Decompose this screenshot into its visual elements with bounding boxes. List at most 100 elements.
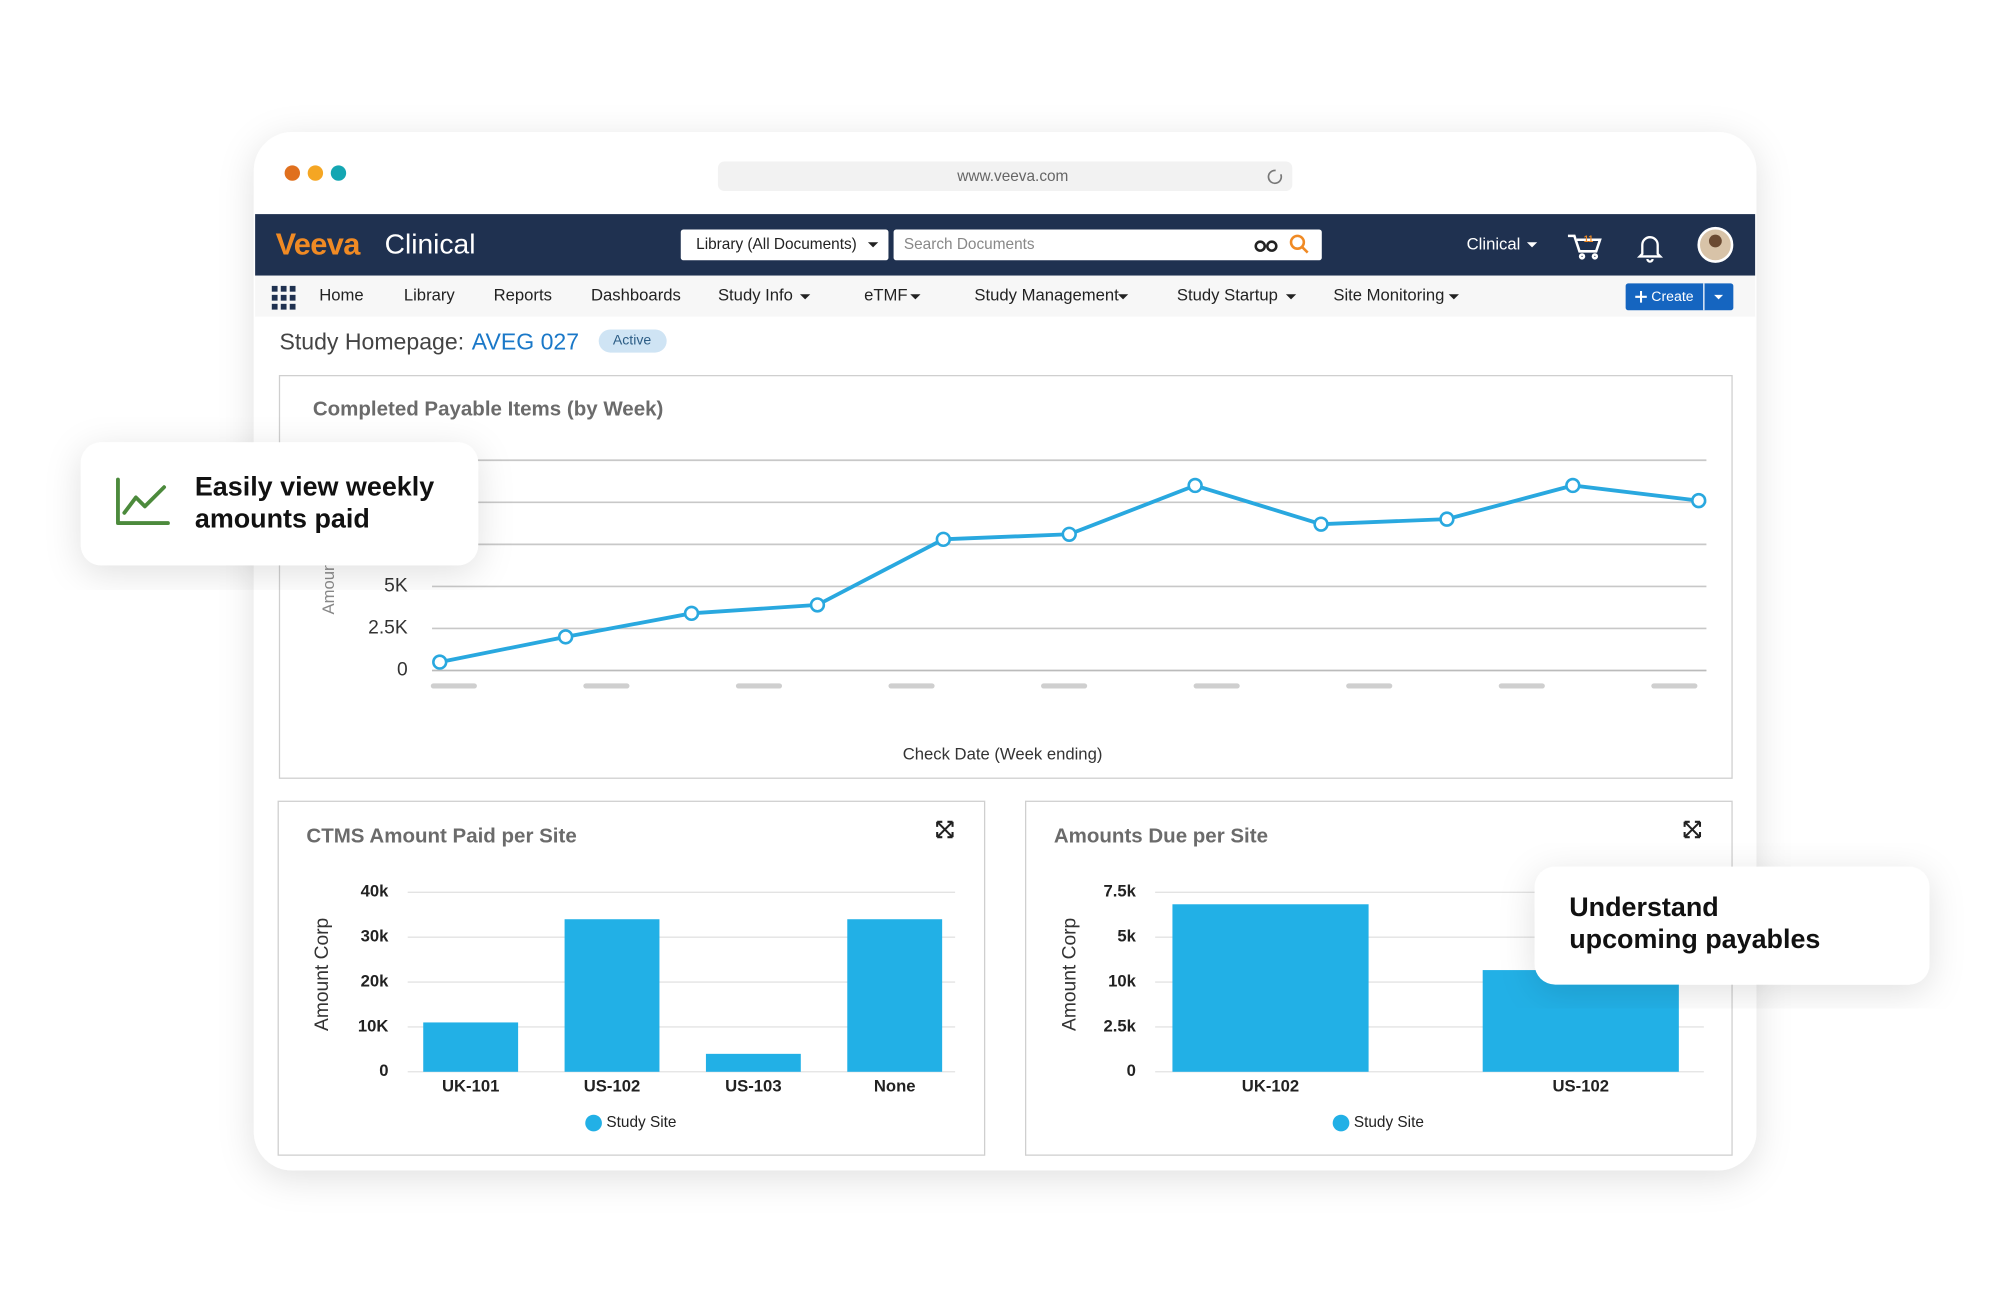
line-point	[1187, 477, 1203, 494]
line-point	[557, 629, 574, 645]
nav-item[interactable]: Study Management	[974, 286, 1119, 305]
y-tick-label: 0	[379, 1061, 388, 1080]
grid-dot	[280, 285, 287, 292]
x-tick-label: US-102	[1553, 1077, 1609, 1096]
legend-label: Study Site	[606, 1114, 676, 1131]
page-title: Study Homepage:	[279, 329, 464, 355]
x-axis-label: Check Date (Week ending)	[903, 745, 1103, 764]
x-tick-label: None	[874, 1077, 916, 1096]
bar	[705, 1053, 801, 1072]
nav-item[interactable]: Home	[319, 286, 363, 305]
grid-dot	[271, 294, 278, 301]
nav-item[interactable]: Reports	[494, 286, 552, 305]
bell-icon[interactable]	[1636, 236, 1664, 263]
y-tick-label: 0	[1127, 1061, 1136, 1080]
y-axis-label: Amount Corp	[312, 918, 333, 1031]
caret	[1285, 294, 1297, 300]
nav-item[interactable]: Study Info	[718, 286, 793, 305]
line-point	[1691, 492, 1707, 509]
bar	[847, 919, 943, 1072]
x-label-placeholder	[1193, 683, 1240, 689]
binoculars-icon[interactable]	[1254, 240, 1278, 252]
line-point	[1439, 511, 1455, 527]
x-label-placeholder	[1498, 683, 1545, 689]
callout-text: Understand	[1569, 892, 1719, 922]
status: Active	[613, 332, 652, 348]
avatar-face	[1708, 234, 1722, 248]
create-button[interactable]	[1625, 283, 1734, 311]
line-point	[1565, 477, 1581, 494]
nav-item[interactable]: Study Startup	[1177, 286, 1278, 305]
caret	[1117, 294, 1129, 300]
line-point	[683, 605, 700, 622]
create-label: Create	[1651, 288, 1693, 304]
line-point	[809, 597, 826, 613]
x-label-placeholder	[1346, 683, 1393, 689]
callout-text: amounts paid	[195, 504, 370, 534]
callout-text: Easily view weekly	[195, 472, 434, 502]
window-dot	[284, 165, 300, 181]
y-tick-label: 10k	[1108, 971, 1137, 990]
apps-icon[interactable]	[271, 285, 296, 310]
y-tick-label: 5K	[384, 575, 408, 596]
expand-icon[interactable]	[936, 820, 954, 839]
y-tick-label: 30k	[361, 927, 390, 946]
callout-card	[80, 442, 479, 566]
logo-brand: Veeva	[276, 226, 362, 261]
search-input[interactable]	[893, 229, 1322, 261]
callout-card	[1534, 866, 1930, 985]
grid-dot	[280, 294, 287, 301]
caret	[1526, 242, 1538, 248]
x-label-placeholder	[735, 683, 783, 689]
legend-swatch	[585, 1114, 602, 1132]
x-tick-label: UK-102	[1242, 1077, 1299, 1096]
grid-dot	[271, 303, 278, 310]
search-placeholder: Search Documents	[904, 236, 1035, 253]
nav-item[interactable]: Dashboards	[591, 286, 681, 305]
expand-icon[interactable]	[1683, 820, 1702, 839]
callout-icon	[116, 477, 170, 525]
search-scope[interactable]	[680, 229, 889, 261]
y-tick-label: 0	[397, 660, 408, 681]
line-point	[1061, 526, 1077, 542]
y-axis-label: Amount Corp	[1060, 918, 1081, 1031]
grid-dot	[289, 303, 296, 310]
nav-item[interactable]: Site Monitoring	[1333, 286, 1444, 305]
chart-title: Completed Payable Items (by Week)	[313, 398, 664, 421]
y-tick-label: 40k	[361, 882, 390, 901]
cart-icon[interactable]	[1567, 234, 1602, 260]
line-point	[1313, 516, 1329, 532]
caret	[1448, 294, 1459, 300]
x-label-placeholder	[888, 683, 935, 689]
plus-icon	[1635, 291, 1647, 303]
url-bar[interactable]	[717, 161, 1293, 192]
bar	[1482, 970, 1679, 1072]
bar	[564, 919, 660, 1072]
search-icon[interactable]	[1289, 234, 1309, 254]
chart-title: Amounts Due per Site	[1054, 825, 1268, 848]
chart-panel	[278, 375, 1733, 779]
x-label-placeholder	[1651, 683, 1698, 689]
status-badge	[598, 329, 667, 353]
bar	[1172, 904, 1369, 1072]
caret	[867, 242, 879, 248]
x-label-placeholder	[1041, 683, 1088, 689]
cart-count: 11	[1584, 234, 1593, 244]
grid-dot	[271, 285, 278, 292]
grid-dot	[289, 285, 296, 292]
x-tick-label: US-103	[725, 1077, 781, 1096]
charts: Completed Payable Items (by Week) 0 2.5K 5K…	[306, 398, 1707, 1132]
reload-icon[interactable]	[1267, 169, 1283, 185]
bar	[423, 1022, 519, 1072]
study-name[interactable]: AVEG 027	[472, 329, 579, 355]
search-scope-label: Library (All Documents)	[696, 236, 857, 253]
grid-dot	[289, 294, 296, 301]
nav-item[interactable]: eTMF	[864, 286, 908, 305]
y-tick-label: 7.5k	[1103, 882, 1136, 901]
y-tick-label: 10K	[358, 1016, 389, 1035]
nav-item[interactable]: Library	[404, 286, 456, 305]
workspace-menu[interactable]: Clinical	[1467, 234, 1521, 253]
